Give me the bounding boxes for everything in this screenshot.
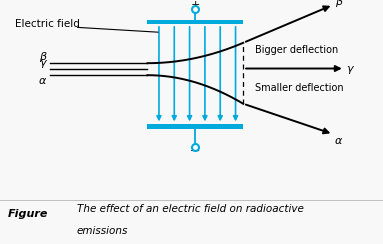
Text: β: β: [39, 52, 46, 62]
Text: β: β: [335, 0, 342, 7]
Text: The effect of an electric field on radioactive: The effect of an electric field on radio…: [77, 204, 303, 214]
Text: Bigger deflection: Bigger deflection: [255, 45, 338, 55]
Text: +: +: [191, 0, 200, 10]
Text: α: α: [39, 76, 46, 86]
Text: Smaller deflection: Smaller deflection: [255, 83, 343, 93]
Text: γ: γ: [39, 58, 46, 68]
Text: −: −: [190, 145, 201, 158]
Text: emissions: emissions: [77, 226, 128, 235]
Bar: [147, 124, 243, 129]
Text: α: α: [335, 136, 342, 146]
Text: Electric field: Electric field: [15, 19, 80, 29]
Text: Figure: Figure: [8, 210, 48, 219]
Bar: [147, 20, 243, 24]
Text: γ: γ: [347, 63, 353, 73]
